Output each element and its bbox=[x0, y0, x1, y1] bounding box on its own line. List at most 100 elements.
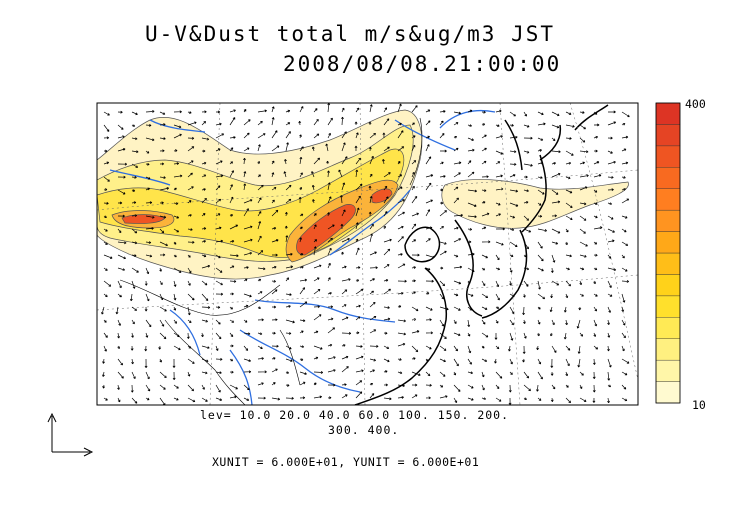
wind-arrow bbox=[327, 317, 334, 321]
wind-arrow bbox=[117, 228, 122, 234]
wind-arrow bbox=[577, 358, 581, 368]
wind-arrow bbox=[341, 182, 346, 191]
wind-arrow bbox=[411, 122, 415, 126]
wind-arrow bbox=[257, 144, 261, 152]
wind-arrow bbox=[187, 240, 195, 244]
wind-arrow bbox=[481, 306, 488, 311]
contour-levels-line1: lev= 10.0 20.0 40.0 60.0 100. 150. 200. bbox=[200, 408, 510, 422]
wind-arrow bbox=[368, 146, 372, 152]
wind-arrow bbox=[117, 148, 126, 152]
wind-arrow bbox=[101, 306, 105, 315]
wind-arrow bbox=[607, 280, 612, 288]
wind-arrow bbox=[159, 267, 162, 272]
wind-arrow bbox=[537, 122, 546, 126]
wind-arrow bbox=[355, 266, 361, 270]
wind-arrow bbox=[131, 358, 134, 365]
wind-arrow bbox=[467, 306, 473, 311]
wind-arrow bbox=[327, 224, 335, 230]
wind-arrow bbox=[592, 358, 596, 365]
colorbar-swatch bbox=[655, 167, 681, 189]
wind-arrow bbox=[383, 196, 389, 204]
wind-arrow bbox=[103, 293, 108, 298]
wind-arrow bbox=[537, 371, 543, 380]
wind-arrow bbox=[313, 370, 324, 374]
wind-arrow bbox=[551, 319, 555, 326]
wind-arrow bbox=[355, 157, 361, 165]
wind-arrow bbox=[299, 358, 304, 361]
wind-arrow bbox=[201, 319, 208, 323]
wind-arrow bbox=[215, 267, 223, 273]
wind-arrow bbox=[159, 332, 167, 340]
wind-arrow bbox=[425, 396, 431, 400]
wind-arrow bbox=[131, 397, 138, 404]
wind-arrow bbox=[311, 184, 315, 191]
wind-arrow bbox=[425, 306, 433, 311]
wind-arrow bbox=[579, 397, 587, 402]
wind-arrow bbox=[579, 150, 589, 154]
wind-arrow bbox=[299, 187, 302, 191]
wind-arrow bbox=[145, 137, 155, 142]
wind-arrow bbox=[368, 121, 372, 126]
wind-arrow bbox=[299, 134, 302, 139]
wind-arrow bbox=[565, 267, 570, 271]
wind-arrow bbox=[565, 176, 571, 180]
wind-arrow bbox=[509, 254, 514, 258]
wind-arrow bbox=[299, 253, 304, 256]
wind-arrow bbox=[453, 226, 459, 230]
wind-arrow bbox=[453, 254, 459, 258]
wind-arrow bbox=[467, 109, 473, 113]
wind-arrow bbox=[397, 279, 407, 283]
wind-arrow bbox=[327, 132, 331, 139]
wind-arrow bbox=[592, 397, 596, 403]
wind-arrow bbox=[607, 175, 614, 179]
wind-arrow bbox=[383, 345, 390, 349]
wind-arrow bbox=[509, 150, 517, 154]
wind-arrow bbox=[621, 122, 626, 126]
wind-arrow bbox=[341, 237, 350, 243]
wind-arrow bbox=[425, 345, 432, 350]
wind-arrow bbox=[299, 226, 303, 230]
wind-arrow bbox=[383, 317, 391, 321]
wind-arrow bbox=[103, 136, 110, 140]
wind-arrow bbox=[383, 358, 390, 363]
wind-arrow bbox=[285, 345, 292, 350]
wind-arrow bbox=[523, 228, 532, 233]
wind-arrow bbox=[397, 211, 405, 217]
wind-arrow bbox=[425, 156, 432, 165]
wind-arrow bbox=[592, 384, 596, 393]
wind-arrow bbox=[243, 119, 251, 126]
wind-arrow bbox=[537, 111, 544, 116]
wind-arrow bbox=[467, 148, 475, 152]
wind-arrow bbox=[229, 239, 235, 243]
wind-arrow bbox=[551, 384, 556, 390]
wind-arrow bbox=[131, 241, 138, 245]
wind-arrow bbox=[577, 345, 581, 354]
wind-arrow bbox=[159, 306, 167, 312]
wind-arrow bbox=[271, 160, 275, 165]
wind-arrow bbox=[467, 171, 475, 178]
wind-arrow bbox=[229, 292, 234, 296]
wind-arrow bbox=[215, 384, 221, 393]
wind-arrow bbox=[495, 254, 500, 261]
wind-arrow bbox=[257, 133, 266, 139]
wind-arrow bbox=[201, 358, 209, 363]
wind-arrow bbox=[439, 110, 446, 113]
wind-arrow bbox=[453, 172, 461, 178]
wind-arrow bbox=[550, 371, 554, 376]
wind-arrow bbox=[145, 319, 152, 328]
wind-arrow bbox=[508, 384, 512, 393]
wind-arrow bbox=[285, 109, 291, 113]
wind-arrow bbox=[131, 319, 135, 325]
wind-arrow bbox=[467, 227, 473, 231]
wind-arrow bbox=[187, 121, 197, 126]
map-frame bbox=[96, 102, 639, 406]
wind-arrow bbox=[579, 111, 585, 114]
wind-arrow bbox=[313, 264, 322, 269]
wind-arrow bbox=[551, 241, 559, 245]
wind-arrow bbox=[313, 246, 317, 256]
wind-arrow bbox=[439, 210, 447, 217]
wind-arrow bbox=[243, 147, 250, 152]
wind-arrow bbox=[313, 213, 317, 217]
wind-arrow bbox=[383, 331, 388, 335]
wind-arrow bbox=[439, 280, 446, 287]
